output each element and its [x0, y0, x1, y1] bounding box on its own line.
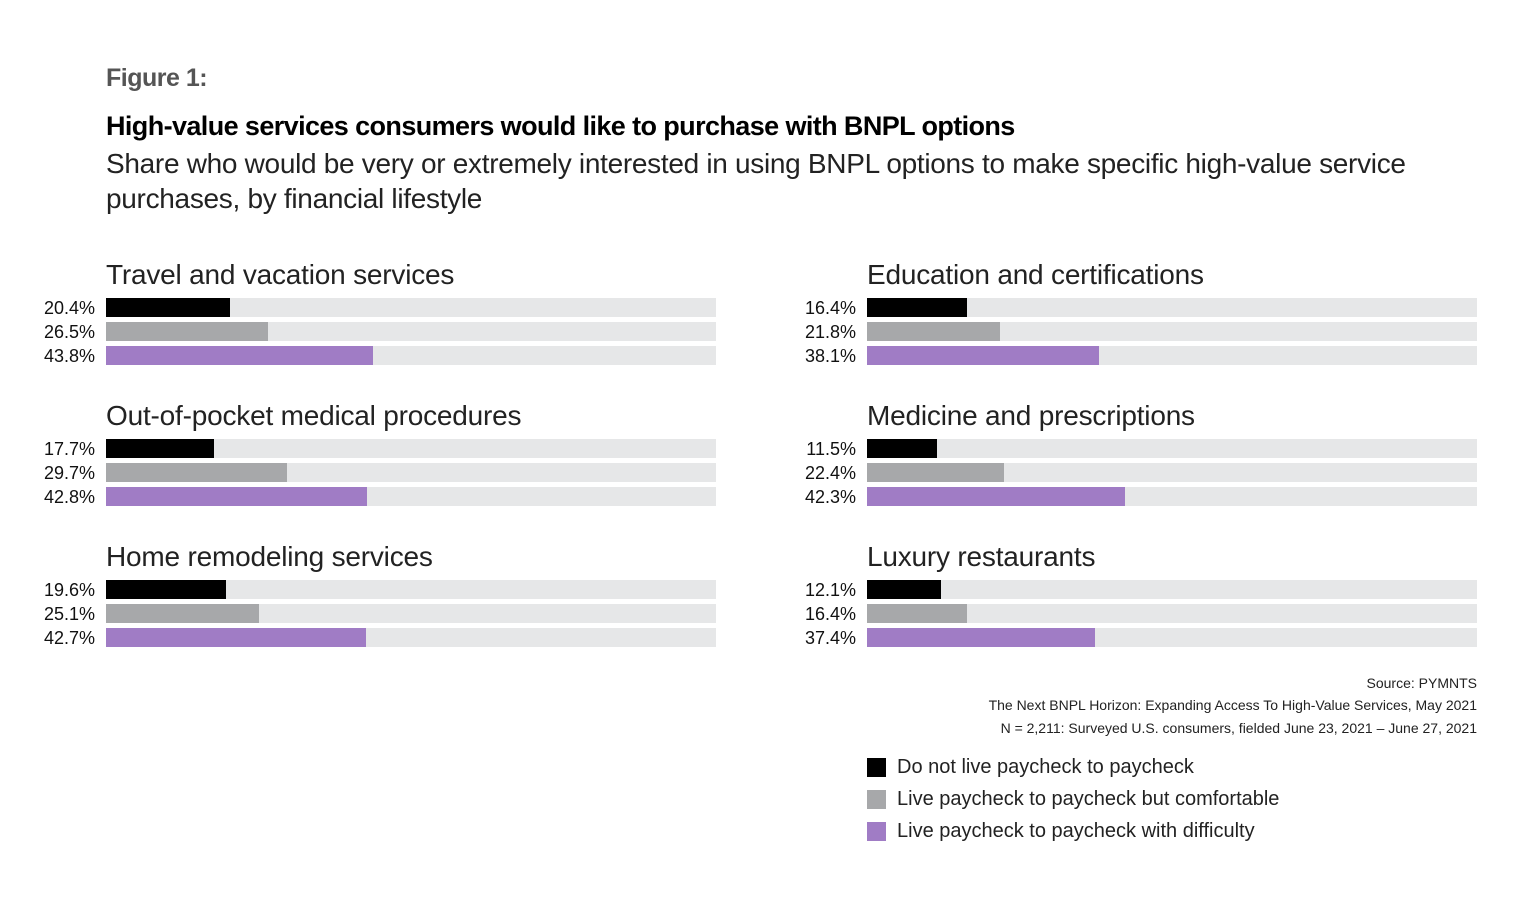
data-label: 29.7%	[43, 463, 95, 483]
bar	[867, 628, 1096, 647]
bar-track	[867, 439, 1477, 458]
legend-swatch	[867, 758, 886, 777]
bar-track	[106, 487, 716, 506]
bar-track	[867, 298, 1477, 317]
bar	[867, 346, 1100, 365]
bar-track	[106, 322, 716, 341]
legend-swatch	[867, 790, 886, 809]
legend-item: Do not live paycheck to paycheck	[867, 756, 1194, 779]
bar-track	[106, 604, 716, 623]
bar	[106, 322, 268, 341]
legend-label: Live paycheck to paycheck but comfortabl…	[897, 788, 1280, 810]
bar	[106, 439, 214, 458]
legend-item: Live paycheck to paycheck with difficult…	[867, 820, 1255, 843]
panel-title: Medicine and prescriptions	[867, 400, 1195, 431]
data-label: 12.1%	[804, 580, 856, 600]
bar-track	[867, 463, 1477, 482]
bar-track	[106, 463, 716, 482]
panel-title: Out-of-pocket medical procedures	[106, 400, 522, 431]
data-label: 21.8%	[804, 322, 856, 342]
bar	[867, 463, 1004, 482]
data-label: 20.4%	[43, 298, 95, 318]
source-line: Source: PYMNTS	[1366, 675, 1477, 691]
bar	[106, 487, 368, 506]
bar	[867, 439, 938, 458]
data-label: 37.4%	[804, 628, 856, 648]
data-label: 43.8%	[43, 346, 95, 366]
source-sample: N = 2,211: Surveyed U.S. consumers, fiel…	[1000, 720, 1477, 736]
bar	[106, 628, 367, 647]
bar-track	[106, 628, 716, 647]
panel-title: Luxury restaurants	[867, 541, 1096, 572]
legend-label: Live paycheck to paycheck with difficult…	[897, 820, 1255, 842]
data-label: 11.5%	[806, 439, 856, 459]
bar	[867, 322, 1000, 341]
legend-item: Live paycheck to paycheck but comfortabl…	[867, 788, 1279, 811]
panel-title: Home remodeling services	[106, 541, 433, 572]
panel-title: Travel and vacation services	[106, 259, 455, 290]
data-label: 22.4%	[804, 463, 856, 483]
bar-track	[867, 604, 1477, 623]
bar-track	[106, 346, 716, 365]
data-label: 38.1%	[804, 346, 856, 366]
bar	[867, 298, 968, 317]
data-label: 25.1%	[43, 604, 95, 624]
bar-track	[867, 346, 1477, 365]
bar-track	[106, 298, 716, 317]
data-label: 16.4%	[804, 604, 856, 624]
bar	[867, 487, 1126, 506]
bar-track	[106, 439, 716, 458]
legend-label: Do not live paycheck to paycheck	[897, 756, 1194, 778]
bar	[106, 604, 260, 623]
chart-subtitle: Share who would be very or extremely int…	[106, 148, 1406, 214]
data-label: 42.3%	[804, 487, 856, 507]
bar-track	[867, 487, 1477, 506]
bar	[106, 346, 374, 365]
bar	[867, 580, 941, 599]
legend-swatch	[867, 822, 886, 841]
bar-track	[106, 580, 716, 599]
source-report: The Next BNPL Horizon: Expanding Access …	[988, 697, 1477, 713]
data-label: 42.7%	[43, 628, 95, 648]
data-label: 42.8%	[43, 487, 95, 507]
data-label: 19.6%	[43, 580, 95, 600]
chart-title: High-value services consumers would like…	[106, 111, 1015, 141]
data-label: 17.7%	[43, 439, 95, 459]
data-label: 26.5%	[43, 322, 95, 342]
bar	[867, 604, 968, 623]
bar-track	[867, 580, 1477, 599]
data-label: 16.4%	[804, 298, 856, 318]
figure-label: Figure 1:	[106, 64, 208, 92]
bar	[106, 298, 231, 317]
bar-track	[867, 322, 1477, 341]
bar-track	[867, 628, 1477, 647]
bar	[106, 580, 226, 599]
bar	[106, 463, 288, 482]
panel-title: Education and certifications	[867, 259, 1204, 290]
